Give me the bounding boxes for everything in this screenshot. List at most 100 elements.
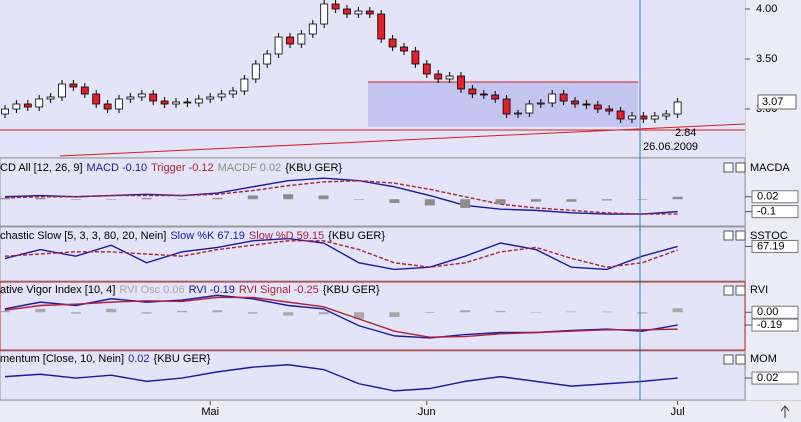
histogram-bar xyxy=(672,308,683,313)
candle-body xyxy=(434,73,443,80)
histogram-bar xyxy=(531,199,541,202)
y-tick-label: 0.00 xyxy=(757,306,778,318)
candle-body xyxy=(160,100,169,105)
y-tick-label: 0.02 xyxy=(757,191,778,203)
candle-body xyxy=(35,98,44,108)
y-tick-box xyxy=(751,190,799,204)
last-value-box xyxy=(757,94,797,110)
histogram-bar xyxy=(389,312,400,317)
candle-body xyxy=(183,101,192,104)
y-tick-label: 3.50 xyxy=(756,53,777,65)
y-tick-box xyxy=(751,305,799,319)
candle-body xyxy=(400,46,408,52)
histogram-bar xyxy=(354,312,364,319)
button[interactable] xyxy=(735,230,746,241)
legend-entry: RVI Osc 0.06 xyxy=(119,284,184,296)
histogram-bar xyxy=(212,198,223,200)
candle-body xyxy=(229,90,237,95)
button[interactable] xyxy=(723,285,734,296)
histogram-bar xyxy=(177,199,187,200)
scroll-arrow[interactable] xyxy=(780,405,790,418)
histogram-bar xyxy=(672,196,683,200)
pane-header: ative Vigor Index [10, 4] RVI Osc 0.06 RVI… xyxy=(0,284,380,296)
legend-entry: Trigger -0.12 xyxy=(151,162,214,174)
candle-body xyxy=(445,75,454,80)
annotation: 2.84 xyxy=(675,127,696,139)
histogram-bar xyxy=(601,311,612,313)
candle-body xyxy=(137,93,146,98)
y-tick-label: 4.00 xyxy=(756,3,777,15)
button[interactable] xyxy=(723,162,734,173)
button[interactable] xyxy=(735,354,746,365)
pane-buttons xyxy=(723,162,746,365)
candle-body xyxy=(103,103,112,110)
annotation: 26.06.2009 xyxy=(643,141,698,153)
histogram-bar xyxy=(106,199,117,200)
candle-body xyxy=(206,96,215,100)
histogram-bar xyxy=(460,199,471,208)
legend-entry: Slow %D 59.15 xyxy=(249,230,324,242)
histogram-bar xyxy=(141,312,152,314)
histogram-bar xyxy=(247,312,258,314)
candle-body xyxy=(58,83,66,98)
candle-body xyxy=(126,96,135,100)
candle-body xyxy=(628,115,636,120)
candle-body xyxy=(479,93,488,96)
histogram-bar xyxy=(637,312,648,314)
candle-body xyxy=(673,101,682,115)
histogram-bar xyxy=(318,195,329,200)
candle-body xyxy=(650,115,659,120)
candle-body xyxy=(23,103,32,108)
button[interactable] xyxy=(735,285,746,296)
candle-body xyxy=(263,53,272,65)
histogram-bar xyxy=(70,199,81,200)
pane-source: {KBU GER} xyxy=(154,353,211,365)
candle-body xyxy=(1,108,9,115)
candle-body xyxy=(502,98,511,115)
x-tick-label: Jul xyxy=(671,406,685,418)
mom-pane xyxy=(0,350,746,401)
histogram-bar xyxy=(637,199,648,200)
indicator-line xyxy=(4,296,678,338)
y-tick-label: -0.1 xyxy=(757,206,776,218)
histogram-bar xyxy=(106,308,117,313)
candle-body xyxy=(593,104,602,110)
y-tick-box xyxy=(751,371,799,385)
histogram-bar xyxy=(601,199,612,201)
legend-entry: RVI -0.19 xyxy=(189,284,235,296)
histogram-bar xyxy=(0,198,10,200)
histogram-bar xyxy=(70,312,81,314)
candle-body xyxy=(525,103,534,114)
candle-body xyxy=(308,23,317,35)
candle-body xyxy=(457,75,465,90)
candle-body xyxy=(559,93,568,102)
candle-body xyxy=(662,113,671,117)
histogram-bar xyxy=(141,198,152,200)
button[interactable] xyxy=(735,162,746,173)
x-tick-label: Mai xyxy=(201,406,219,418)
candle-body xyxy=(172,101,180,105)
trend-line xyxy=(59,123,746,157)
pane-header: chastic Slow [5, 3, 3, 80, 20, Nein] Slow… xyxy=(0,230,385,242)
button[interactable] xyxy=(723,230,734,241)
legend-entry: MACD -0.10 xyxy=(87,162,148,174)
candle-body xyxy=(115,98,123,110)
indicator-line xyxy=(4,237,678,271)
axis-title: MACDA xyxy=(750,162,790,174)
candle-body xyxy=(331,3,340,10)
button[interactable] xyxy=(723,354,734,365)
candle-body xyxy=(92,93,101,105)
candle-body xyxy=(548,93,557,104)
candle-body xyxy=(491,94,500,100)
pane-source: {KBU GER} xyxy=(328,230,385,242)
histogram-bar xyxy=(318,312,329,315)
axis-title: RVI xyxy=(750,284,768,296)
candle-body xyxy=(639,115,648,120)
histogram-bar xyxy=(35,308,46,313)
y-tick-box xyxy=(751,318,799,332)
indicator-line xyxy=(4,240,678,268)
y-tick-label: -0.19 xyxy=(757,319,782,331)
candle-body xyxy=(240,78,249,92)
candle-body xyxy=(411,50,420,65)
axis-title: SSTOC xyxy=(750,230,788,242)
